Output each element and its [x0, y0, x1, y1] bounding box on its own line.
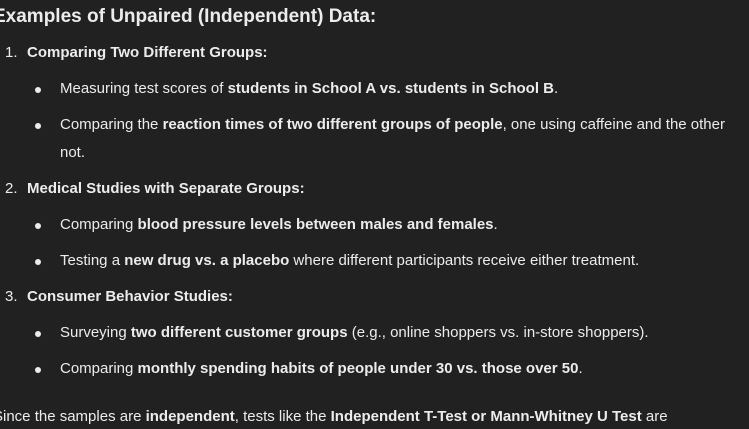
bullet-text: Comparing blood pressure levels between … [60, 216, 498, 233]
list-number: 1. [5, 44, 18, 61]
bullet-dot-icon [35, 367, 41, 373]
bullet-text: Testing a new drug vs. a placebo where d… [60, 252, 640, 269]
summary-paragraph: Since the samples are independent, tests… [0, 408, 668, 425]
list-item-title: Comparing Two Different Groups: [27, 44, 268, 61]
bullet-dot-icon [35, 87, 41, 93]
list-number: 3. [5, 288, 18, 305]
list-item-title: Consumer Behavior Studies: [27, 288, 233, 305]
list-number: 2. [5, 180, 18, 197]
bullet-text: Surveying two different customer groups … [60, 324, 649, 341]
bullet-text: Measuring test scores of students in Sch… [60, 80, 559, 97]
bullet-dot-icon [35, 223, 41, 229]
bullet-text: Comparing the reaction times of two diff… [60, 116, 725, 161]
bullet-dot-icon [35, 331, 41, 337]
list-item-title: Medical Studies with Separate Groups: [27, 180, 305, 197]
bullet-dot-icon [35, 259, 41, 265]
bullet-dot-icon [35, 123, 41, 129]
bullet-text: Comparing monthly spending habits of peo… [60, 360, 583, 377]
section-heading: Examples of Unpaired (Independent) Data: [0, 6, 377, 27]
